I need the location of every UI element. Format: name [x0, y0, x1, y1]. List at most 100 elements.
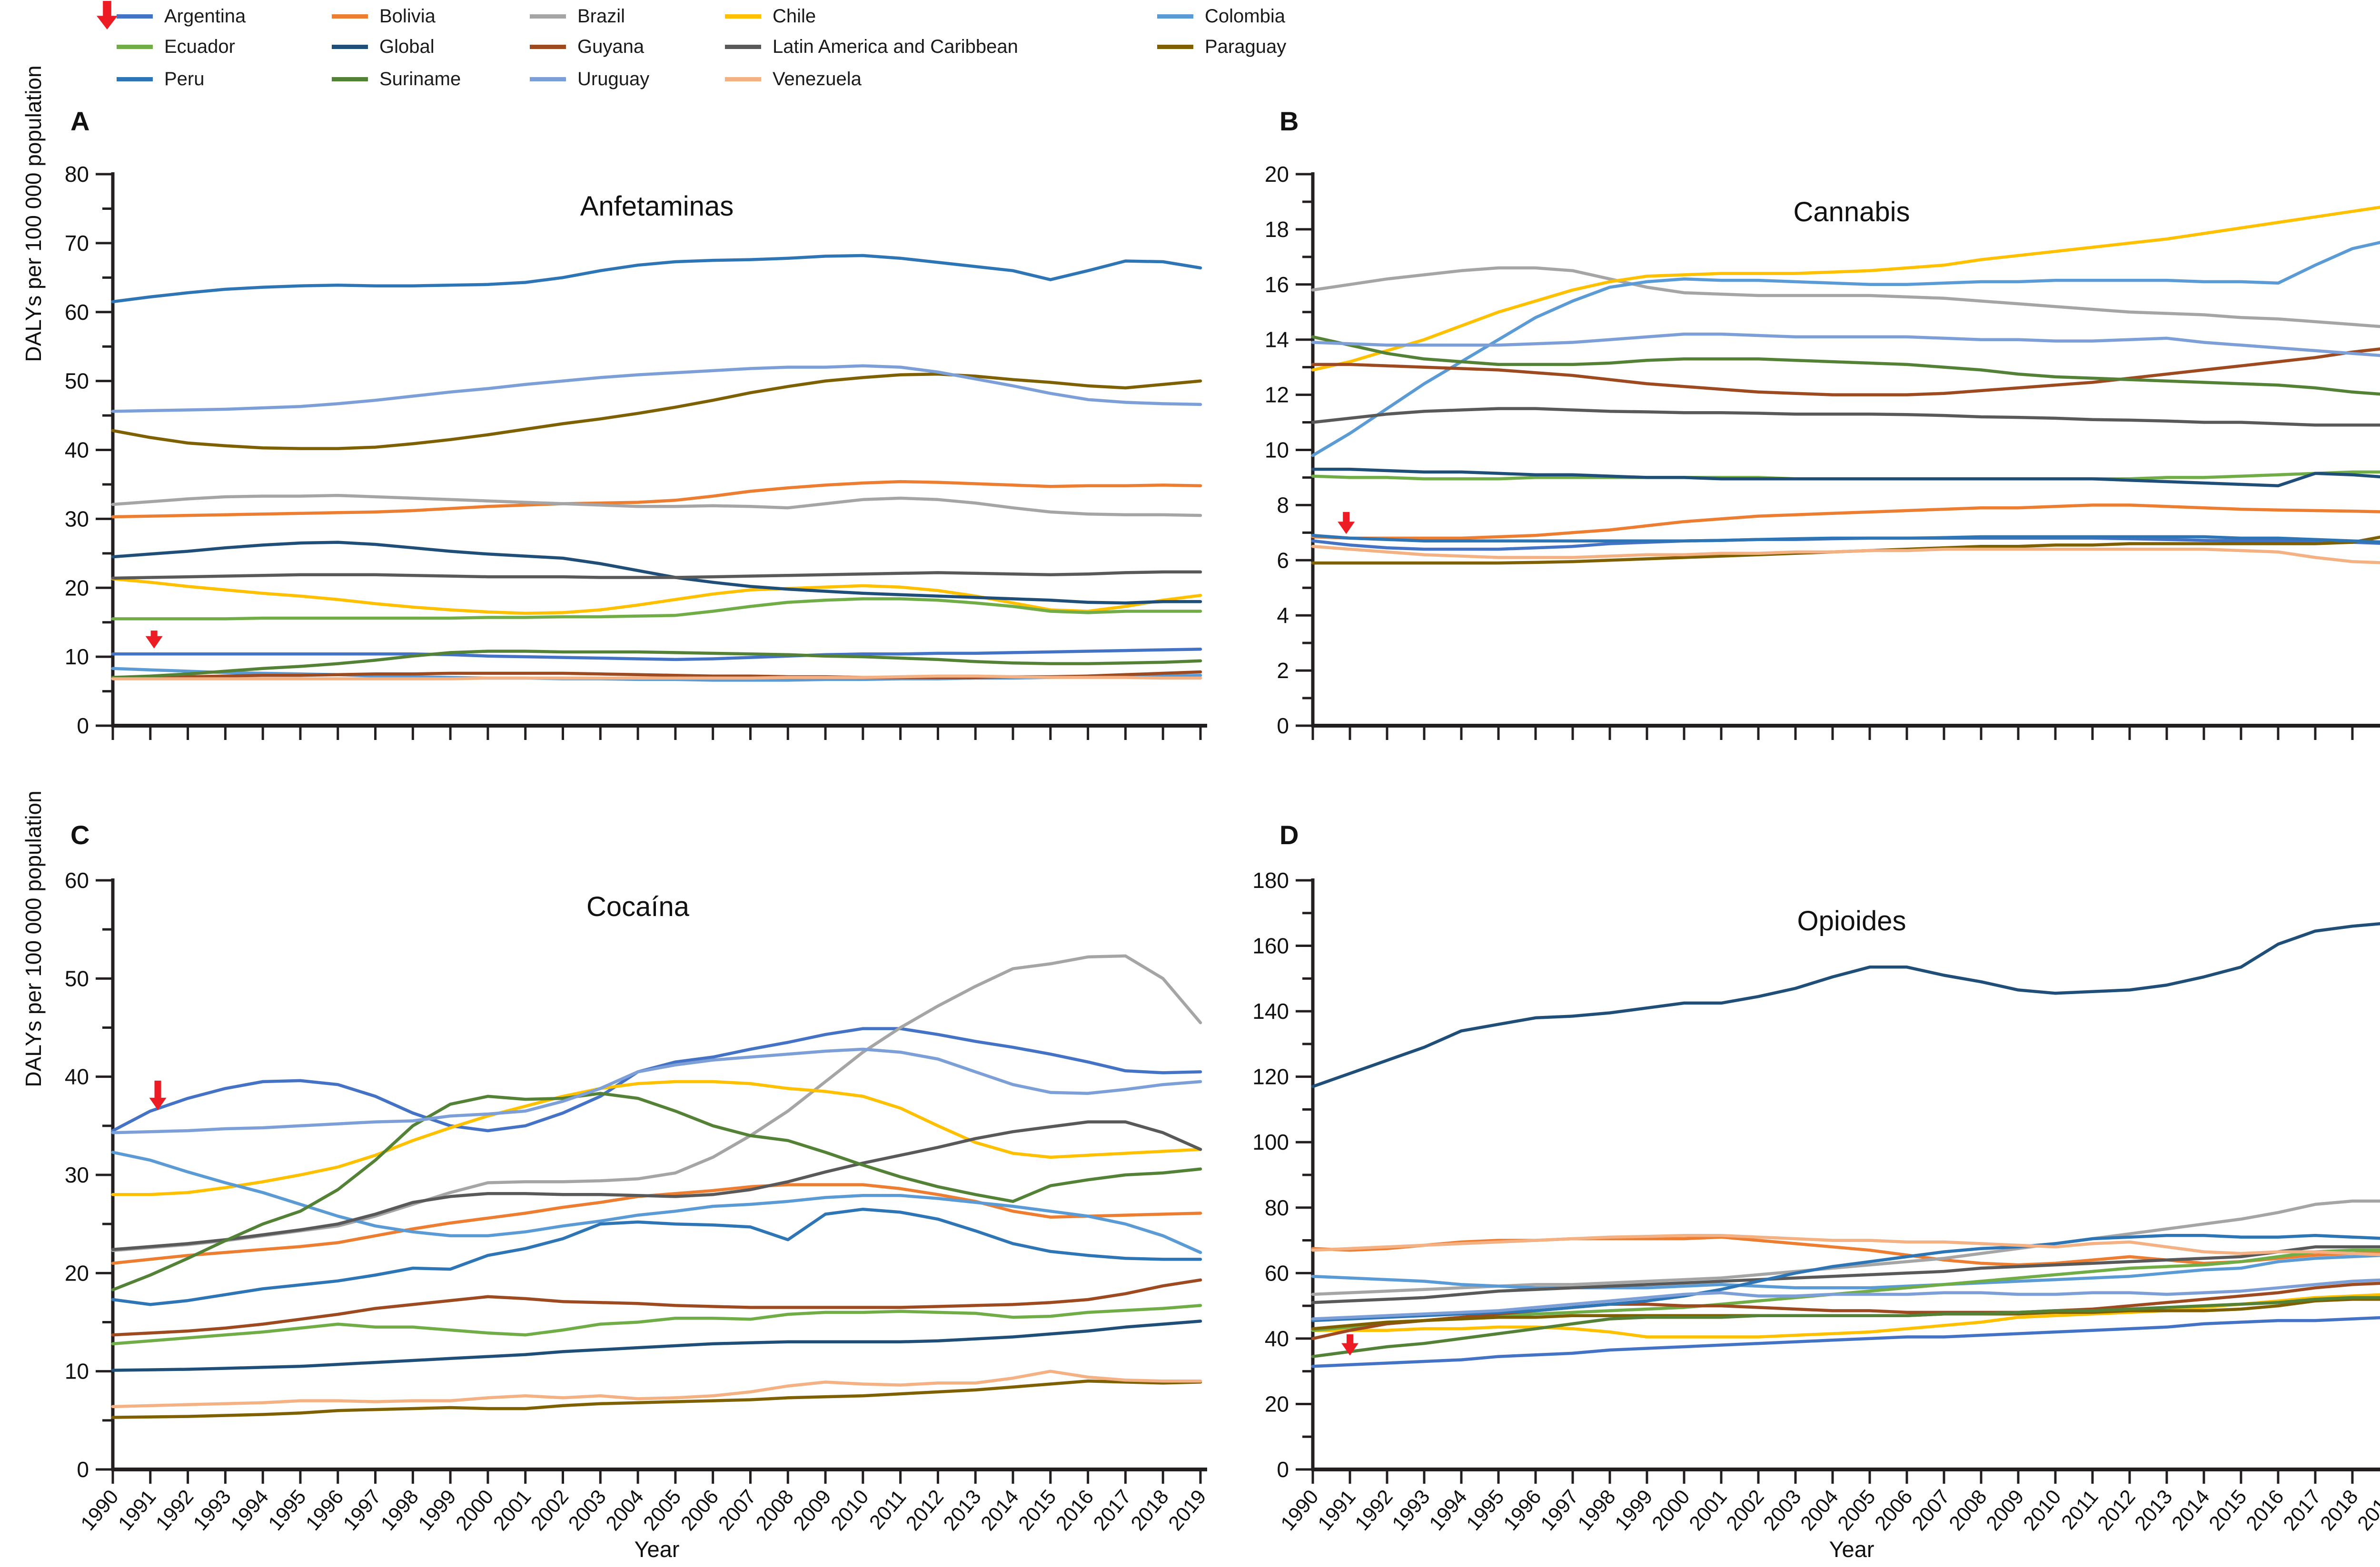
- line-brazil: [111, 493, 1202, 517]
- x-tick-label: 2012: [902, 1486, 948, 1535]
- y-tick-label: 80: [1265, 1195, 1289, 1220]
- y-tick-label: 10: [1265, 438, 1289, 463]
- x-tick-label: 1999: [1610, 1486, 1657, 1535]
- line-argentina: [1311, 1316, 2380, 1368]
- red-arrow-annotation-icon: [1338, 512, 1355, 534]
- axes: 0 10 20 30 40 50 60 70 80: [65, 162, 1207, 740]
- y-tick-label: 30: [65, 506, 89, 531]
- x-tick-label: 1991: [114, 1486, 160, 1535]
- x-tick-label: 2006: [1870, 1486, 1917, 1535]
- axes: 0 20 40 60 80 100 120 140 160 180 1990199119921993…: [1252, 868, 2380, 1535]
- y-tick-label: 10: [65, 644, 89, 669]
- legend-swatch-icon: [117, 14, 153, 19]
- x-tick-label: 1991: [1313, 1486, 1360, 1535]
- line-global: [1311, 922, 2380, 1088]
- legend-item-label: Latin America and Caribbean: [773, 36, 1018, 57]
- x-tick-label: 1999: [414, 1486, 461, 1535]
- line-venezuela: [111, 674, 1202, 680]
- legend-item-paraguay: Paraguay: [1157, 35, 1286, 58]
- legend-item-global: Global: [332, 35, 435, 58]
- line-peru: [111, 1207, 1202, 1306]
- x-tick-label: 2014: [2167, 1486, 2214, 1535]
- legend-item-label: Brazil: [577, 5, 625, 27]
- legend-item-label: Chile: [773, 5, 816, 27]
- legend-swatch-icon: [332, 14, 368, 19]
- legend-item-peru: Peru: [117, 68, 205, 90]
- y-tick-label: 60: [65, 300, 89, 325]
- line-venezuela: [1311, 545, 2380, 564]
- legend-item-label: Peru: [164, 68, 205, 89]
- line-guyana: [1311, 1281, 2380, 1340]
- legend-item-label: Global: [379, 36, 435, 57]
- x-tick-label: 2002: [526, 1486, 573, 1535]
- x-tick-label: 2011: [865, 1486, 911, 1534]
- x-tick-label: 2011: [2057, 1486, 2102, 1534]
- x-tick-label: 2009: [789, 1486, 835, 1535]
- line-guyana: [1311, 347, 2380, 396]
- y-tick-label: 8: [1277, 493, 1289, 517]
- line-argentina: [111, 1027, 1202, 1133]
- y-tick-label: 0: [1277, 713, 1289, 738]
- line-latin-america-and-caribbean: [111, 570, 1202, 580]
- line-paraguay: [111, 1380, 1202, 1419]
- y-tick-label: 20: [65, 1261, 89, 1285]
- y-tick-label: 0: [77, 1457, 89, 1482]
- x-tick-label: 1995: [264, 1486, 310, 1535]
- legend-item-label: Colombia: [1205, 5, 1285, 27]
- x-tick-label: 2018: [1127, 1486, 1173, 1535]
- panel-a-letter: A: [70, 106, 90, 136]
- line-uruguay: [1311, 332, 2380, 357]
- line-venezuela: [1311, 1233, 2380, 1256]
- x-tick-label: 2000: [451, 1486, 498, 1535]
- legend-item-label: Paraguay: [1205, 36, 1287, 57]
- red-arrow-annotation-icon: [149, 1080, 167, 1110]
- x-tick-label: 1997: [1536, 1486, 1583, 1535]
- panel-d-letter: D: [1279, 820, 1299, 850]
- line-uruguay: [111, 364, 1202, 413]
- panel-b-chart: 0 2 4 6 8 10 12 14 16 18 20: [1265, 162, 2380, 740]
- y-tick-label: 18: [1265, 217, 1289, 242]
- line-guyana: [111, 1278, 1202, 1337]
- line-argentina: [111, 647, 1202, 661]
- y-tick-label: 16: [1265, 272, 1289, 297]
- line-peru: [1311, 533, 2380, 544]
- y-tick-label: 70: [65, 231, 89, 256]
- axes: 0 2 4 6 8 10 12 14 16 18 20: [1265, 162, 2380, 740]
- line-chile: [111, 577, 1202, 615]
- line-colombia: [111, 1151, 1202, 1254]
- x-axis-label-c: Year: [634, 1537, 680, 1562]
- legend-item-brazil: Brazil: [530, 5, 625, 28]
- line-chile: [111, 1080, 1202, 1196]
- x-tick-label: 2007: [1907, 1486, 1954, 1535]
- legend-item-colombia: Colombia: [1157, 5, 1285, 28]
- y-tick-label: 40: [65, 1064, 89, 1089]
- x-tick-label: 1993: [189, 1486, 236, 1535]
- y-tick-label: 4: [1277, 603, 1289, 628]
- panel-d-title: Opioides: [1797, 906, 1906, 936]
- line-global: [111, 1320, 1202, 1372]
- line-ecuador: [111, 1304, 1202, 1346]
- x-tick-label: 1992: [151, 1486, 198, 1535]
- legend-swatch-icon: [530, 77, 566, 81]
- line-global: [1311, 467, 2380, 488]
- line-bolivia: [1311, 503, 2380, 540]
- x-tick-label: 1990: [1276, 1486, 1323, 1535]
- x-tick-label: 2009: [1982, 1486, 2028, 1535]
- x-tick-label: 2001: [1685, 1486, 1731, 1535]
- line-suriname: [111, 1092, 1202, 1291]
- y-tick-label: 0: [77, 713, 89, 738]
- x-tick-label: 1993: [1388, 1486, 1434, 1535]
- x-tick-label: 1998: [377, 1486, 423, 1535]
- line-bolivia: [111, 480, 1202, 519]
- y-tick-label: 60: [65, 868, 89, 893]
- x-tick-label: 2003: [1759, 1486, 1805, 1535]
- legend-swatch-icon: [117, 77, 153, 81]
- legend-red-arrow-icon: [97, 1, 118, 30]
- x-tick-label: 1994: [227, 1486, 273, 1535]
- y-tick-label: 120: [1252, 1064, 1289, 1089]
- y-tick-label: 6: [1277, 548, 1289, 572]
- x-tick-label: 2017: [2279, 1486, 2325, 1535]
- x-tick-label: 2015: [1014, 1486, 1061, 1535]
- y-tick-label: 14: [1265, 327, 1289, 352]
- legend-item-label: Ecuador: [164, 36, 235, 57]
